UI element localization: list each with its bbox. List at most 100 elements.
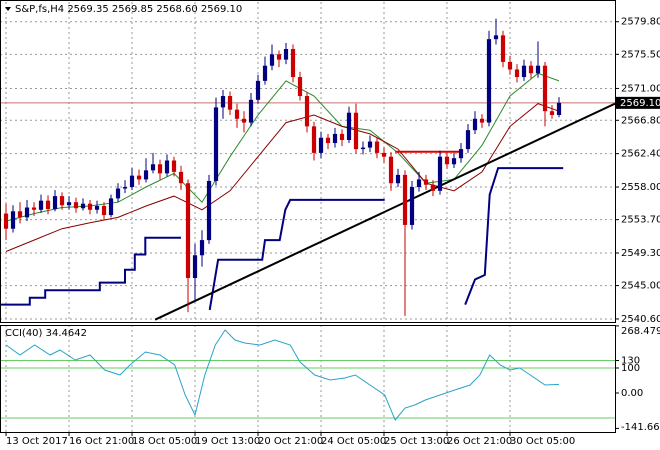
- candle-body: [402, 174, 408, 225]
- y-tick-label: 2571.00: [621, 83, 660, 94]
- candle-body: [73, 202, 79, 209]
- candle-body: [248, 99, 254, 123]
- candle-body: [52, 196, 58, 210]
- candle-body: [437, 156, 443, 191]
- last-price-label: 2569.10: [620, 98, 660, 109]
- candle-body: [423, 179, 429, 185]
- candle-body: [549, 111, 555, 115]
- candle-body: [507, 61, 513, 70]
- y-tick-label: 2553.70: [621, 215, 660, 226]
- candle-body: [367, 141, 373, 148]
- candle-body: [227, 96, 233, 110]
- y-tick-label: 2579.80: [621, 17, 660, 28]
- candle-body: [451, 158, 457, 165]
- x-tick-label: 26 Oct 21:00: [447, 436, 512, 447]
- candle-body: [199, 240, 205, 256]
- candle-body: [108, 198, 114, 216]
- candle-body: [332, 133, 338, 144]
- candle-body: [542, 65, 548, 112]
- y-tick-label: 100: [621, 363, 640, 374]
- candle-body: [234, 109, 240, 119]
- candle-body: [241, 118, 247, 123]
- candle-body: [24, 207, 30, 218]
- candle-body: [220, 96, 226, 108]
- candle-body: [416, 179, 422, 188]
- candle-body: [535, 65, 541, 74]
- candle-body: [80, 203, 86, 209]
- candle-body: [38, 200, 44, 210]
- candle-body: [381, 152, 387, 157]
- candle-body: [143, 170, 149, 180]
- chart-header: S&P,fs,H4 2569.35 2569.85 2568.60 2569.1…: [15, 4, 242, 15]
- indicator-line: [5, 329, 560, 421]
- candle-body: [192, 255, 198, 279]
- candle-body: [206, 180, 212, 241]
- overlay-line: [5, 103, 560, 252]
- x-tick-label: 18 Oct 05:00: [132, 436, 197, 447]
- overlay-line: [1, 167, 564, 311]
- candle-body: [409, 187, 415, 225]
- candle-body: [346, 112, 352, 141]
- candle-body: [59, 196, 65, 206]
- candle-body: [325, 137, 331, 144]
- x-tick-label: 24 Oct 05:00: [321, 436, 386, 447]
- candle-body: [360, 147, 366, 150]
- main-frame: [0, 0, 616, 323]
- y-tick-label: 268.4797: [621, 326, 660, 337]
- x-tick-label: 30 Oct 05:00: [510, 436, 575, 447]
- y-tick-label: 2562.40: [621, 149, 660, 160]
- candle-body: [283, 49, 289, 60]
- y-tick-label: 2566.80: [621, 115, 660, 126]
- candle-body: [444, 156, 450, 165]
- candle-body: [66, 202, 72, 206]
- candle-body: [185, 183, 191, 279]
- candle-body: [94, 205, 100, 210]
- candle-body: [31, 207, 37, 210]
- candle-body: [3, 213, 9, 229]
- candle-body: [255, 80, 261, 100]
- x-tick-label: 19 Oct 13:00: [195, 436, 260, 447]
- candle-body: [269, 54, 275, 66]
- candle-body: [129, 175, 135, 188]
- candle-body: [374, 141, 380, 153]
- candle-body: [150, 164, 156, 171]
- indicator-frame: [0, 325, 616, 433]
- candle-body: [45, 200, 51, 210]
- candle-body: [304, 96, 310, 127]
- candle-body: [500, 35, 506, 62]
- candle-body: [262, 65, 268, 81]
- y-tick-label: 2558.00: [621, 182, 660, 193]
- candle-body: [290, 49, 296, 78]
- candle-body: [87, 203, 93, 210]
- candle-body: [115, 188, 121, 199]
- candle-body: [10, 211, 16, 229]
- y-tick-label: -141.663: [621, 422, 660, 433]
- candle-body: [472, 118, 478, 131]
- y-tick-label: 2540.60: [621, 314, 660, 325]
- candle-body: [157, 164, 163, 174]
- y-tick-label: 2549.30: [621, 248, 660, 259]
- y-tick-label: 2545.00: [621, 281, 660, 292]
- candle-body: [395, 174, 401, 184]
- candle-body: [430, 184, 436, 191]
- candle-body: [136, 175, 142, 180]
- overlay-line: [154, 102, 615, 321]
- x-tick-label: 16 Oct 21:00: [69, 436, 134, 447]
- x-tick-label: 25 Oct 13:00: [384, 436, 449, 447]
- candle-body: [339, 133, 345, 141]
- candle-body: [556, 102, 562, 115]
- candle-body: [318, 137, 324, 153]
- candle-body: [514, 69, 520, 78]
- candle-body: [528, 65, 534, 74]
- x-tick-label: 13 Oct 2017: [6, 436, 68, 447]
- candle-body: [458, 149, 464, 159]
- candle-body: [164, 160, 170, 174]
- last-price-tag: [616, 96, 660, 109]
- menu-arrow: [5, 7, 11, 11]
- candle-body: [353, 112, 359, 150]
- candle-body: [276, 54, 282, 60]
- y-tick-label: 2575.50: [621, 49, 660, 60]
- candle-body: [171, 160, 177, 172]
